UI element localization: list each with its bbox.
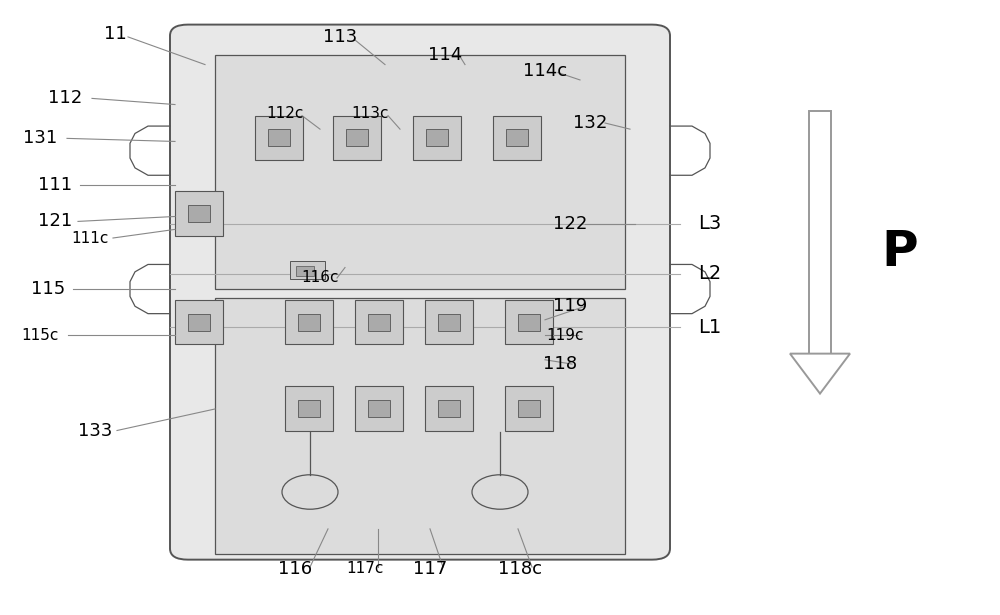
Bar [425,386,473,430]
Text: L3: L3 [698,215,722,233]
Text: 132: 132 [573,114,607,132]
Bar [290,261,325,279]
Text: 119: 119 [553,297,587,315]
Text: 118c: 118c [498,560,542,578]
Bar [333,116,381,160]
Text: 111: 111 [38,175,72,194]
Text: P: P [882,228,918,276]
Text: L2: L2 [698,264,722,283]
Bar [438,314,460,331]
Bar [346,129,368,146]
Bar [215,55,625,289]
Bar [438,400,460,417]
Text: 113: 113 [323,28,357,46]
Bar [296,266,314,276]
Text: L1: L1 [698,318,722,336]
Bar [425,300,473,344]
Text: 121: 121 [38,212,72,231]
Bar [255,116,303,160]
Text: 115c: 115c [21,328,59,343]
Bar [368,314,390,331]
Bar [505,300,553,344]
Bar [285,300,333,344]
Bar [518,314,540,331]
Bar [809,111,831,354]
Polygon shape [790,354,850,394]
Bar [355,386,403,430]
Text: 133: 133 [78,421,112,440]
Bar [175,191,223,236]
Bar [175,300,223,344]
Text: 111c: 111c [71,231,109,245]
Text: 131: 131 [23,129,57,148]
Text: 116c: 116c [301,271,339,285]
Text: 117: 117 [413,560,447,578]
FancyBboxPatch shape [170,25,670,560]
Bar [506,129,528,146]
Bar [298,400,320,417]
Text: 115: 115 [31,280,65,298]
Bar [355,300,403,344]
Text: 114c: 114c [523,62,567,80]
Bar [285,386,333,430]
Text: 11: 11 [104,25,126,43]
Bar [215,298,625,554]
Text: 122: 122 [553,215,587,234]
Bar [518,400,540,417]
Bar [298,314,320,331]
Text: 112: 112 [48,89,82,108]
Text: 118: 118 [543,355,577,373]
Bar [188,314,210,331]
Bar [413,116,461,160]
Text: 113c: 113c [351,106,389,121]
Text: 119c: 119c [546,328,584,343]
Bar [368,400,390,417]
Bar [188,205,210,222]
Text: 116: 116 [278,560,312,578]
Text: 112c: 112c [266,106,304,121]
Bar [493,116,541,160]
Bar [505,386,553,430]
Text: 114: 114 [428,46,462,65]
Text: 117c: 117c [346,561,384,576]
Bar [426,129,448,146]
Bar [268,129,290,146]
